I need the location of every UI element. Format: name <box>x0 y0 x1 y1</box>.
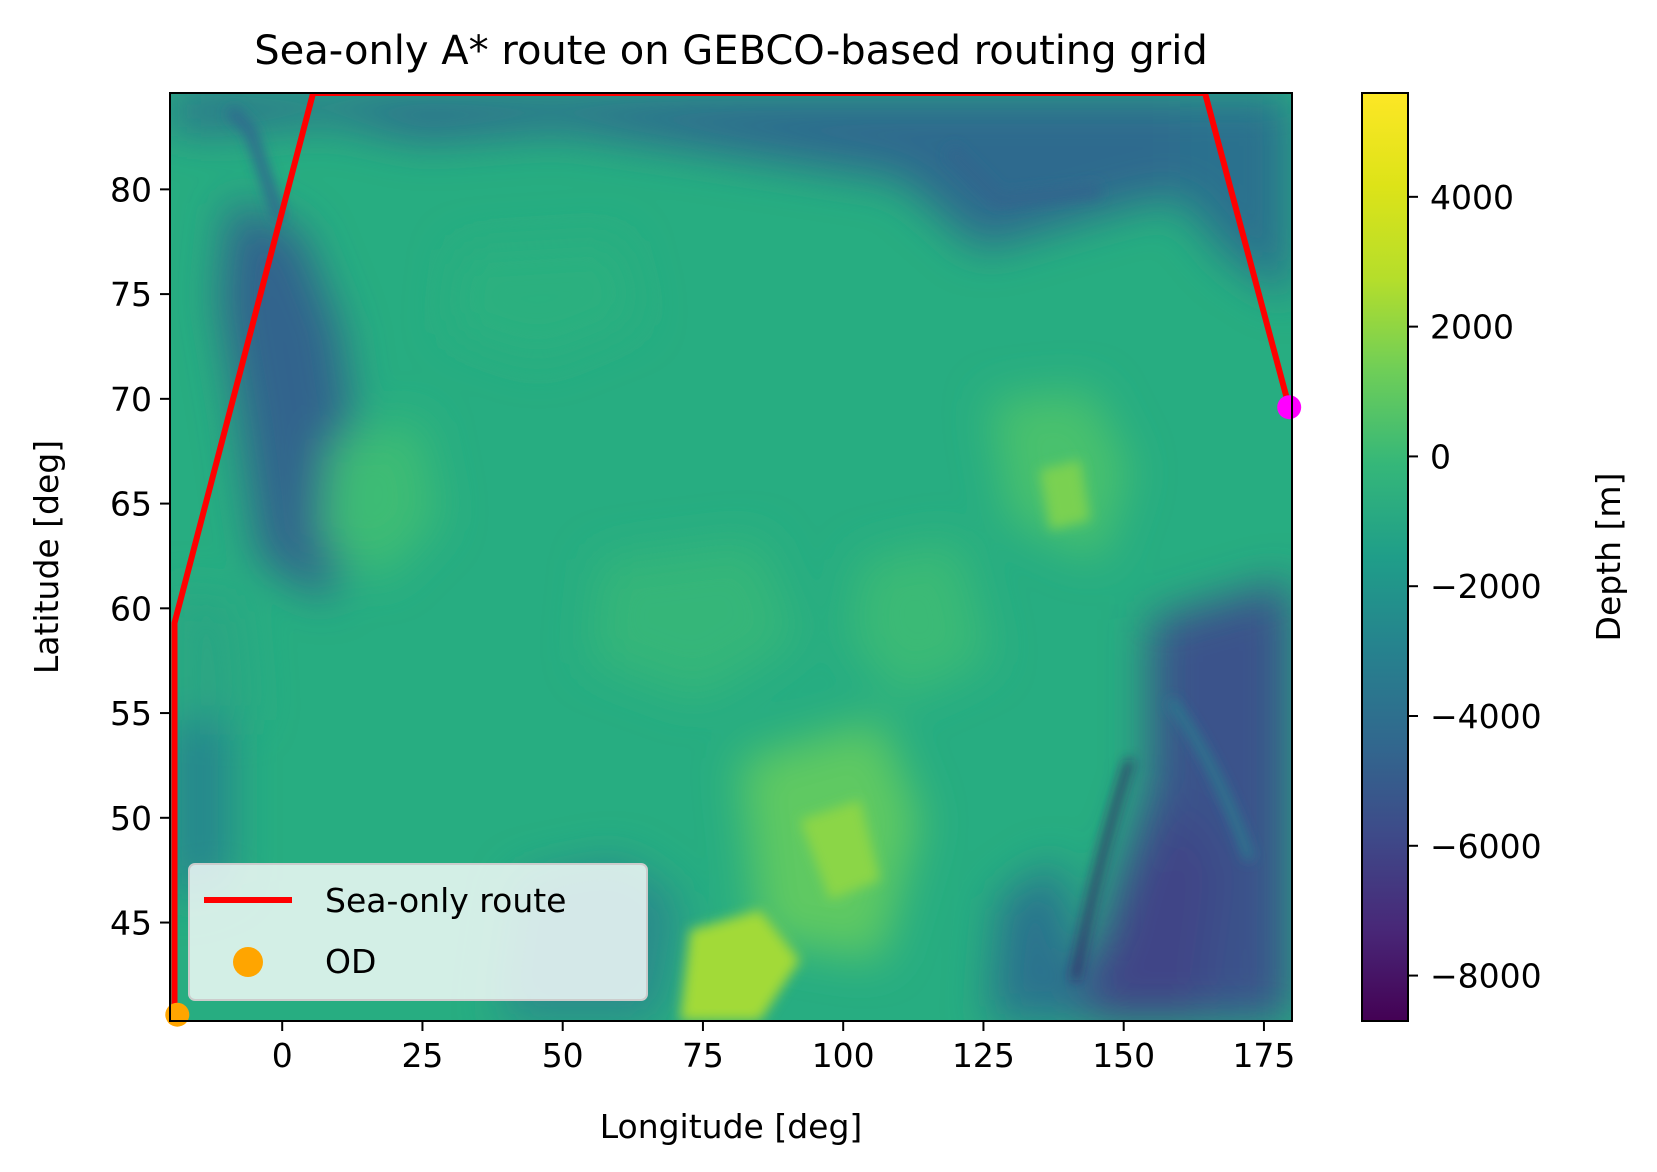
legend-route-label: Sea-only route <box>325 881 566 920</box>
colorbar-tick-label: 0 <box>1430 437 1451 476</box>
legend-box <box>188 863 648 1001</box>
y-tick-label: 70 <box>110 380 152 419</box>
legend-od-swatch <box>233 947 263 977</box>
colorbar-tick-label: −4000 <box>1430 697 1542 736</box>
y-tick-label: 60 <box>110 589 152 628</box>
y-tick-label: 65 <box>110 485 152 524</box>
plot-series <box>171 93 1292 1015</box>
x-axis-ticks: 0 25 50 75 100 125 150 175 <box>272 1021 1295 1075</box>
x-axis-label: Longitude [deg] <box>600 1107 863 1146</box>
y-axis-ticks: 45 50 55 60 65 70 75 80 <box>110 170 170 943</box>
x-tick-label: 175 <box>1232 1036 1295 1075</box>
colorbar-tick-label: 4000 <box>1430 178 1514 217</box>
chart-title: Sea-only A* route on GEBCO-based routing… <box>254 28 1207 74</box>
colorbar-tick-label: −8000 <box>1430 957 1542 996</box>
y-tick-label: 50 <box>110 799 152 838</box>
x-tick-label: 125 <box>952 1036 1015 1075</box>
y-axis-label: Latitude [deg] <box>27 440 66 674</box>
x-tick-label: 75 <box>682 1036 724 1075</box>
x-tick-label: 150 <box>1092 1036 1155 1075</box>
y-tick-label: 55 <box>110 694 152 733</box>
destination-marker <box>1277 395 1302 420</box>
colorbar-tick-label: −2000 <box>1430 567 1542 606</box>
colorbar: 4000 2000 0 −2000 −4000 −6000 −8000 Depth [m] <box>1361 92 1628 1022</box>
colorbar-label: Depth [m] <box>1589 473 1628 642</box>
x-tick-label: 25 <box>401 1036 443 1075</box>
legend: Sea-only route OD <box>188 863 648 1001</box>
y-tick-label: 45 <box>110 904 152 943</box>
sea-only-route-line <box>171 93 1292 1015</box>
plot-frame <box>169 92 1293 1022</box>
y-tick-label: 80 <box>110 170 152 209</box>
legend-od-label: OD <box>325 942 376 981</box>
colorbar-ticks: 4000 2000 0 −2000 −4000 −6000 −8000 <box>1408 178 1542 996</box>
x-tick-label: 100 <box>812 1036 875 1075</box>
x-tick-label: 50 <box>542 1036 584 1075</box>
colorbar-tick-label: 2000 <box>1430 308 1514 347</box>
y-tick-label: 75 <box>110 275 152 314</box>
colorbar-gradient <box>1361 92 1409 1022</box>
x-tick-label: 0 <box>272 1036 293 1075</box>
colorbar-tick-label: −6000 <box>1430 827 1542 866</box>
origin-marker <box>165 1002 190 1027</box>
